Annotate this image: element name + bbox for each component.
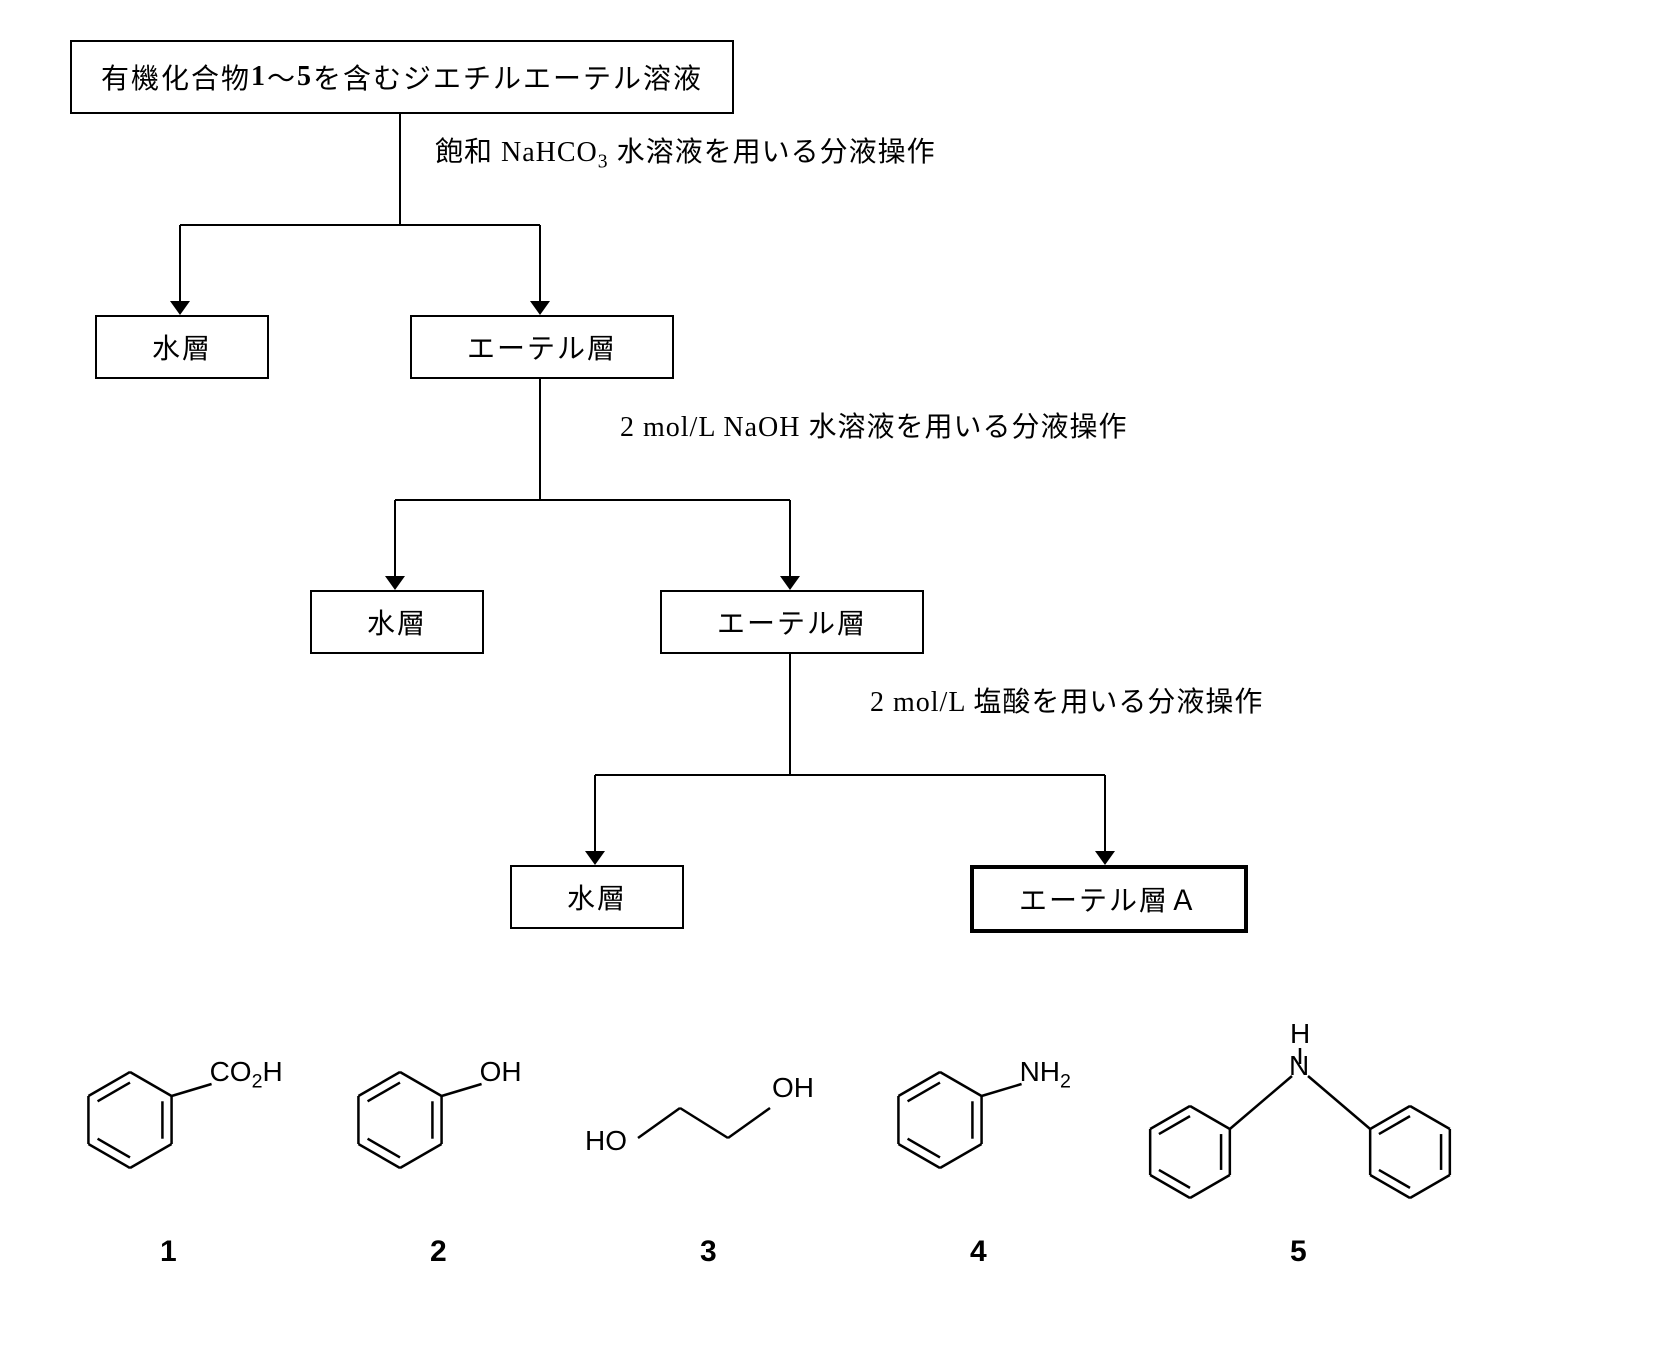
molecule-number: 2 <box>430 1235 447 1269</box>
step-label-s2: 2 mol/L NaOH 水溶液を用いる分液操作 <box>620 405 1128 445</box>
molecule-number: 4 <box>970 1235 987 1269</box>
box-eth3: エーテル層Ａ <box>970 865 1248 933</box>
diol-left-oh: HO <box>585 1125 627 1157</box>
molecule-number: 1 <box>160 1235 177 1269</box>
step-label-s3: 2 mol/L 塩酸を用いる分液操作 <box>870 680 1263 720</box>
molecule-number: 3 <box>700 1235 717 1269</box>
molecule-substituent: NH2 <box>1020 1056 1071 1094</box>
dpa-n: N <box>1289 1050 1309 1082</box>
box-start: 有機化合物 1 ～ 5 を含むジエチルエーテル溶液 <box>70 40 734 114</box>
molecule-substituent: OH <box>480 1056 522 1088</box>
box-aq2: 水層 <box>310 590 484 654</box>
box-eth2: エーテル層 <box>660 590 924 654</box>
box-eth1: エーテル層 <box>410 315 674 379</box>
molecule-number: 5 <box>1290 1235 1307 1269</box>
box-aq3: 水層 <box>510 865 684 929</box>
diol-right-oh: OH <box>772 1072 814 1104</box>
molecule-substituent: CO2H <box>210 1056 283 1094</box>
step-label-s1: 飽和 NaHCO3 水溶液を用いる分液操作 <box>435 130 936 174</box>
dpa-nh: H <box>1290 1018 1310 1050</box>
box-aq1: 水層 <box>95 315 269 379</box>
